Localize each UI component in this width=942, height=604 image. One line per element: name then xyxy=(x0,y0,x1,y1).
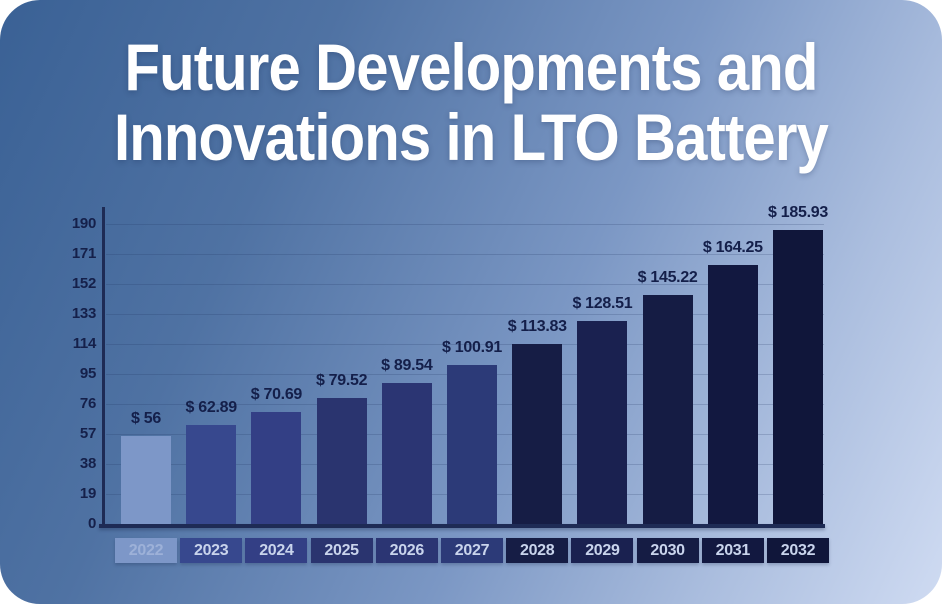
x-category-label-2026: 2026 xyxy=(375,538,438,563)
y-tick-label-0: 0 xyxy=(87,515,96,532)
y-tick-label-57: 57 xyxy=(79,425,96,442)
y-tick-label-76: 76 xyxy=(79,395,96,412)
gridline-114 xyxy=(106,343,824,345)
bar-value-label-2025: $ 79.52 xyxy=(315,372,368,390)
x-category-label-2023: 2023 xyxy=(180,538,243,563)
y-tick-label-114: 114 xyxy=(72,335,97,352)
x-category-label-2032: 2032 xyxy=(767,538,829,563)
chart-title: Future Developments and Innovations in L… xyxy=(0,32,942,172)
bar-value-label-2022: $ 56 xyxy=(131,409,161,427)
bar-value-label-2026: $ 89.54 xyxy=(381,356,433,374)
y-tick-label-133: 133 xyxy=(71,305,96,322)
bar-value-label-2027: $ 100.91 xyxy=(442,338,502,356)
bar-value-label-2029: $ 128.51 xyxy=(572,295,633,313)
bar-2027 xyxy=(447,364,497,524)
x-category-label-2030: 2030 xyxy=(636,538,699,563)
x-category-label-2022: 2022 xyxy=(115,538,177,563)
x-axis-line xyxy=(99,524,825,528)
bar-2024 xyxy=(251,412,302,524)
bar-value-label-2030: $ 145.22 xyxy=(637,268,698,286)
bar-2032 xyxy=(773,230,823,524)
gridline-133 xyxy=(106,313,824,315)
bar-value-label-2028: $ 113.83 xyxy=(507,318,567,336)
y-tick-label-95: 95 xyxy=(79,365,96,382)
y-tick-label-38: 38 xyxy=(79,455,96,472)
bar-value-label-2032: $ 185.93 xyxy=(768,204,828,222)
bar-2029 xyxy=(577,321,628,524)
bar-value-label-2023: $ 62.89 xyxy=(185,398,238,416)
bar-2026 xyxy=(381,382,432,524)
x-category-label-2031: 2031 xyxy=(701,538,764,563)
y-tick-label-171: 171 xyxy=(71,245,96,262)
chart-title-line1: Future Developments and xyxy=(124,30,819,104)
x-category-label-2027: 2027 xyxy=(441,538,503,563)
gridline-190 xyxy=(106,223,824,225)
chart-title-line2: Innovations in LTO Battery xyxy=(114,100,829,174)
x-category-label-2029: 2029 xyxy=(571,538,634,563)
x-category-label-2024: 2024 xyxy=(245,538,308,563)
x-category-label-2025: 2025 xyxy=(310,538,373,563)
bar-2028 xyxy=(512,344,563,524)
x-category-label-2028: 2028 xyxy=(506,538,569,563)
bar-value-label-2031: $ 164.25 xyxy=(702,238,763,256)
bar-value-label-2024: $ 70.69 xyxy=(250,386,303,404)
bar-2022 xyxy=(121,435,171,524)
y-tick-label-190: 190 xyxy=(71,215,96,232)
y-tick-label-19: 19 xyxy=(79,485,96,502)
gridline-152 xyxy=(106,283,824,285)
bar-2030 xyxy=(642,294,693,524)
bar-2031 xyxy=(707,264,758,524)
gridline-171 xyxy=(106,253,824,255)
y-tick-label-152: 152 xyxy=(71,275,96,292)
bar-2023 xyxy=(186,424,237,524)
y-axis-line xyxy=(102,207,105,528)
bar-2025 xyxy=(316,398,367,524)
